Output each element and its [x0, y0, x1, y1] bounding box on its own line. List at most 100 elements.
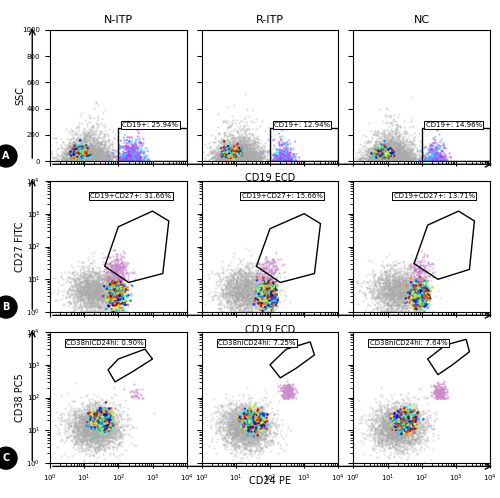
Point	[117, 308, 125, 316]
Point	[129, 423, 137, 431]
Point	[248, 427, 256, 435]
Point	[86, 420, 94, 428]
Point	[249, 407, 257, 415]
Point	[85, 156, 93, 164]
Point	[72, 413, 80, 421]
Point	[232, 405, 239, 413]
Point	[80, 153, 88, 161]
Point	[92, 275, 100, 283]
Point	[242, 413, 250, 421]
Point	[236, 288, 244, 296]
Point	[440, 389, 448, 397]
Point	[387, 413, 395, 421]
Point	[114, 291, 122, 299]
Point	[252, 422, 260, 430]
Point	[99, 450, 107, 458]
Point	[107, 261, 115, 269]
Point	[234, 157, 241, 165]
Point	[124, 276, 132, 284]
Point	[390, 278, 398, 286]
Point	[238, 308, 246, 316]
Point	[398, 408, 406, 416]
Point	[403, 298, 411, 306]
Point	[233, 423, 241, 431]
Point	[88, 147, 96, 155]
Point	[92, 413, 100, 421]
Point	[120, 153, 128, 161]
Point	[222, 407, 230, 415]
Point	[72, 151, 80, 159]
Point	[263, 271, 271, 279]
Point	[222, 148, 230, 156]
Point	[113, 422, 121, 430]
Point	[234, 294, 242, 302]
Point	[421, 298, 429, 306]
Point	[105, 155, 113, 163]
Point	[253, 416, 261, 424]
Point	[242, 423, 250, 431]
Point	[100, 304, 108, 312]
Point	[263, 425, 271, 433]
Point	[91, 458, 99, 466]
Point	[234, 279, 242, 287]
Point	[95, 150, 103, 158]
Point	[252, 294, 260, 302]
Point	[383, 150, 391, 158]
Point	[404, 414, 412, 422]
Point	[107, 407, 115, 415]
Point	[239, 436, 247, 444]
Point	[90, 434, 98, 442]
Point	[225, 426, 233, 434]
Point	[116, 305, 124, 313]
Point	[236, 428, 244, 436]
Point	[266, 300, 274, 308]
Point	[249, 146, 257, 154]
Point	[398, 152, 406, 160]
Point	[88, 155, 96, 163]
Point	[82, 157, 90, 165]
Point	[380, 423, 388, 431]
Point	[250, 417, 258, 425]
Point	[140, 153, 148, 161]
Point	[372, 298, 380, 306]
Point	[76, 410, 84, 418]
Point	[416, 293, 424, 301]
Point	[378, 156, 386, 164]
Point	[232, 145, 240, 153]
Point	[72, 149, 80, 157]
Point	[254, 138, 262, 146]
Point	[98, 441, 106, 449]
Point	[432, 385, 440, 393]
Point	[238, 454, 246, 462]
Point	[70, 432, 78, 440]
Point	[98, 149, 106, 157]
Point	[273, 298, 281, 306]
Point	[390, 157, 398, 165]
Point	[135, 155, 143, 163]
Point	[239, 416, 247, 424]
Point	[382, 152, 390, 160]
Point	[71, 281, 79, 289]
Point	[57, 142, 65, 150]
Point	[133, 152, 141, 160]
Point	[240, 411, 248, 419]
Point	[250, 152, 258, 160]
Point	[103, 272, 111, 280]
Point	[378, 154, 386, 162]
Point	[266, 282, 274, 290]
Point	[265, 286, 273, 294]
Point	[234, 285, 242, 293]
Point	[104, 443, 112, 451]
Point	[355, 157, 363, 165]
Point	[286, 384, 294, 392]
Point	[241, 153, 249, 161]
Point	[92, 413, 100, 421]
Point	[98, 287, 106, 295]
Point	[400, 269, 408, 277]
Point	[75, 276, 83, 284]
Point	[230, 306, 238, 314]
Point	[222, 394, 230, 402]
Point	[246, 439, 254, 447]
Point	[93, 422, 101, 430]
Point	[107, 419, 115, 427]
